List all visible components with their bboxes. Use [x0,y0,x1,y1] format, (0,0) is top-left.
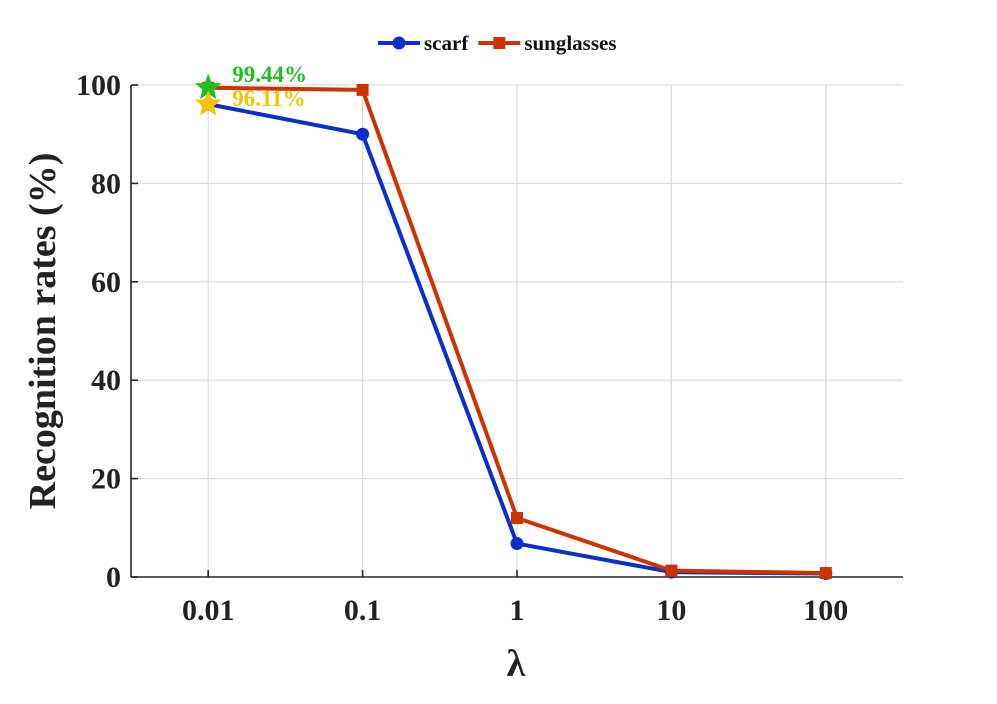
y-tick-label: 80 [91,167,121,200]
data-point-scarf [356,127,370,141]
legend-label-sunglasses: sunglasses [524,31,616,55]
tick-labels: 0.01 0.1 1 10 100 0 20 40 60 80 100 [76,69,848,627]
annotation-star-icon [194,73,222,100]
axes [130,84,903,578]
grid [131,84,903,577]
y-tick-label: 20 [91,463,121,496]
data-point-sunglasses [511,511,523,524]
annotation-label: 96.11% [232,86,305,111]
annotations: 99.44%96.11% [194,62,307,116]
legend: scarf sunglasses [378,31,617,55]
y-tick-label: 60 [91,266,121,299]
data-point-sunglasses [356,83,369,96]
x-tick-label: 0.1 [344,594,382,627]
x-tick-label: 100 [803,594,848,627]
y-axis-title: Recognition rates (%) [22,153,64,510]
y-tick-label: 40 [91,364,121,397]
y-tick-label: 100 [76,69,121,102]
y-tick-label: 0 [106,561,121,594]
x-tick-label: 0.01 [182,594,235,627]
annotation-star-icon [194,90,222,116]
x-tick-label: 10 [656,594,686,627]
data-point-sunglasses [819,567,832,580]
legend-marker-sunglasses [493,37,506,49]
x-axis-title: λ [507,643,526,685]
x-tick-label: 1 [510,594,525,627]
legend-label-scarf: scarf [424,31,469,55]
data-point-sunglasses [665,564,678,577]
legend-marker-scarf [392,36,406,50]
data-point-scarf [510,537,524,551]
annotation-label: 99.44% [232,62,307,87]
